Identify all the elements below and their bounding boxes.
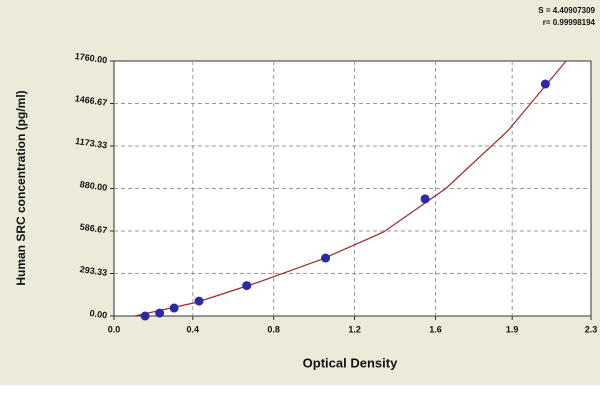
- y-axis-label: Human SRC concentration (pg/ml): [14, 90, 28, 285]
- x-tick-label: 0.0: [108, 324, 121, 334]
- y-tick-label: 880.00: [79, 179, 108, 193]
- x-tick-label: 2.3: [585, 324, 598, 334]
- x-tick-label: 0.4: [187, 324, 200, 334]
- data-point: [169, 303, 179, 313]
- y-tick-label: 293.33: [79, 264, 108, 278]
- y-tick-label: 1760.00: [74, 51, 108, 65]
- data-point: [194, 296, 204, 306]
- data-point: [420, 194, 430, 204]
- annotation: S = 4.40907309: [538, 6, 595, 15]
- fit-curve: [134, 60, 567, 317]
- x-tick-label: 1.6: [429, 324, 442, 334]
- y-tick-label: 0.00: [89, 308, 108, 320]
- data-point: [155, 308, 165, 318]
- data-point: [321, 253, 331, 263]
- annotation: r= 0.99998194: [543, 18, 596, 27]
- x-tick-label: 1.9: [506, 324, 519, 334]
- data-point: [540, 79, 550, 89]
- x-tick-label: 1.2: [348, 324, 361, 334]
- y-tick-label: 1466.67: [74, 93, 108, 107]
- y-tick-label: 1173.33: [75, 136, 108, 150]
- x-tick-label: 0.8: [267, 324, 280, 334]
- y-tick-label: 586.67: [79, 222, 108, 236]
- data-point: [140, 311, 150, 321]
- data-point: [242, 281, 252, 291]
- x-axis-label: Optical Density: [303, 355, 398, 370]
